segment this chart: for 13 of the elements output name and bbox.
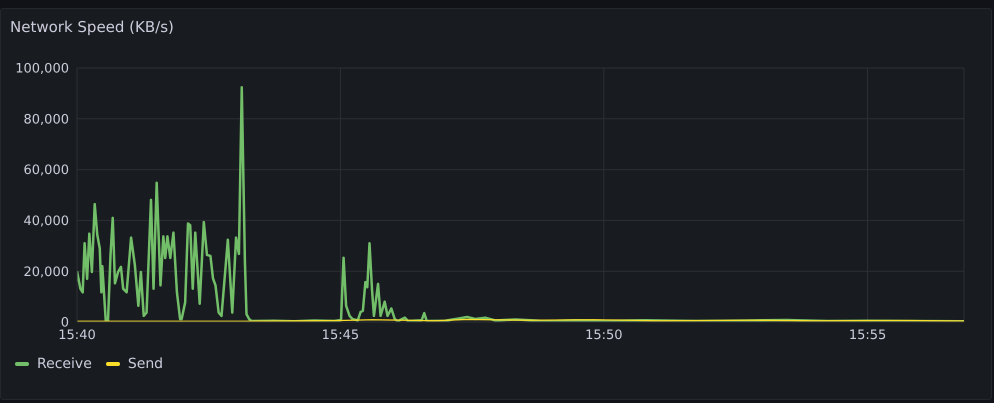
y-tick-label: 40,000 — [24, 214, 69, 230]
x-tick-label: 15:55 — [848, 328, 886, 344]
x-tick-label: 15:50 — [585, 328, 623, 344]
x-tick-label: 15:40 — [58, 328, 96, 344]
y-tick-label: 60,000 — [24, 163, 69, 178]
y-tick-label: 20,000 — [24, 264, 69, 280]
legend-label: Send — [128, 356, 164, 372]
legend-label: Receive — [37, 356, 92, 372]
y-tick-label: 100,000 — [15, 62, 69, 77]
x-tick-label: 15:45 — [322, 328, 360, 344]
chart-title: Network Speed (KB/s) — [9, 17, 175, 38]
y-tick-label: 80,000 — [24, 112, 69, 128]
y-tick-label: 0 — [60, 316, 69, 331]
